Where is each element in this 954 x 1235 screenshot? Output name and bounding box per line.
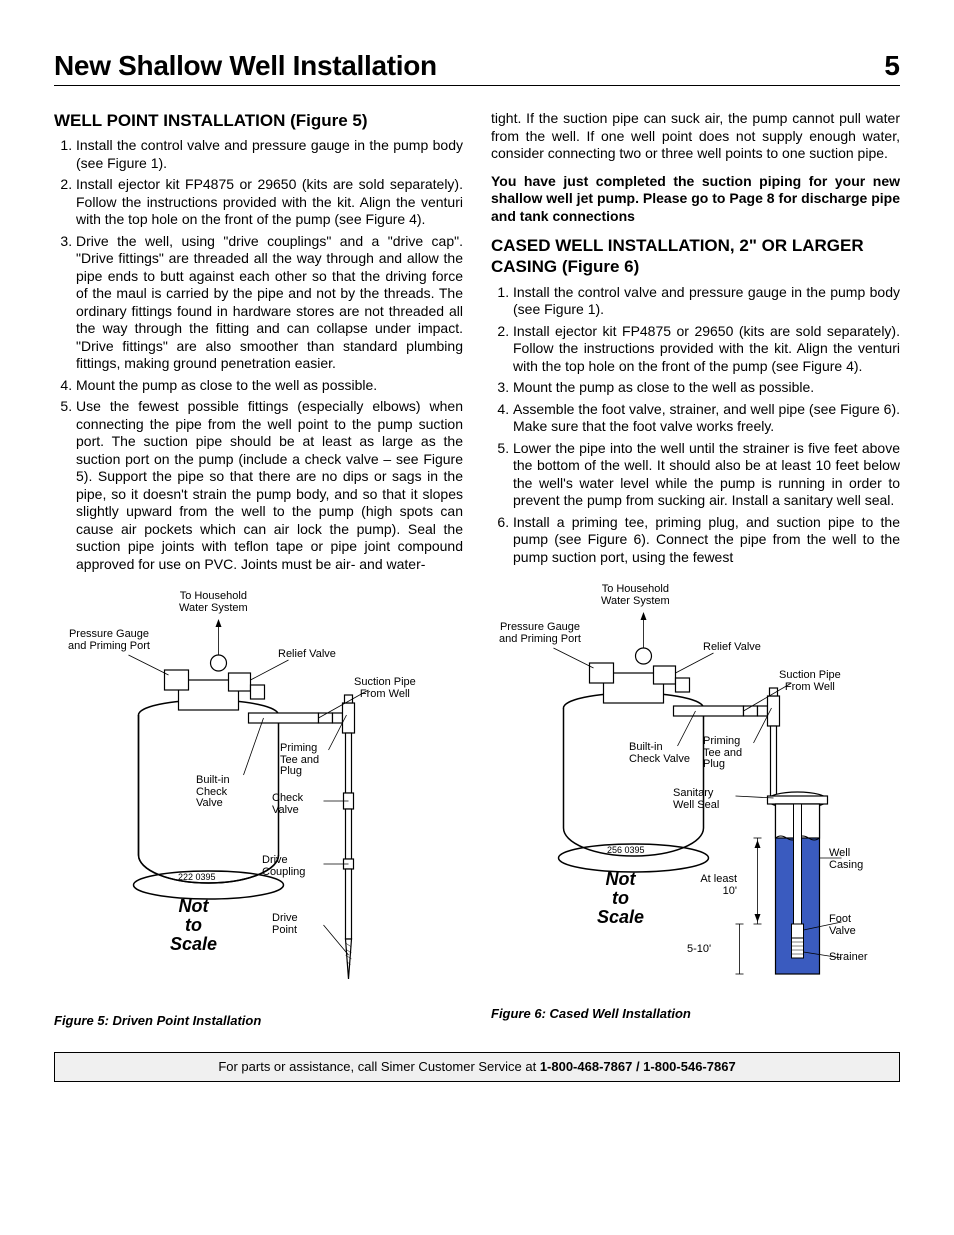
label-household: To HouseholdWater System (179, 591, 248, 614)
list-item: Use the fewest possible fittings (especi… (76, 398, 463, 573)
content-columns: WELL POINT INSTALLATION (Figure 5) Insta… (54, 110, 900, 1030)
list-item: Install ejector kit FP4875 or 29650 (kit… (513, 323, 900, 376)
right-column: tight. If the suction pipe can suck air,… (491, 110, 900, 1030)
completion-note: You have just completed the suction pipi… (491, 173, 900, 226)
label-household: To HouseholdWater System (601, 584, 670, 607)
label-builtin: Built-inCheckValve (196, 775, 230, 810)
list-item: Install a priming tee, priming plug, and… (513, 514, 900, 567)
label-gauge: Pressure Gaugeand Priming Port (485, 622, 595, 645)
list-item: Lower the pipe into the well until the s… (513, 440, 900, 510)
list-item: Install the control valve and pressure g… (513, 284, 900, 319)
label-sanitary: SanitaryWell Seal (673, 788, 719, 811)
list-item: Install ejector kit FP4875 or 29650 (kit… (76, 176, 463, 229)
continuation-text: tight. If the suction pipe can suck air,… (491, 110, 900, 163)
list-item: Install the control valve and pressure g… (76, 137, 463, 172)
page-title: New Shallow Well Installation (54, 48, 437, 83)
label-code: 222 0395 (178, 873, 216, 882)
label-coupling: DriveCoupling (262, 855, 305, 878)
left-column: WELL POINT INSTALLATION (Figure 5) Insta… (54, 110, 463, 1030)
footer-text: For parts or assistance, call Simer Cust… (218, 1059, 540, 1074)
list-item: Assemble the foot valve, strainer, and w… (513, 401, 900, 436)
label-casing: WellCasing (829, 848, 863, 871)
list-item: Mount the pump as close to the well as p… (76, 377, 463, 395)
figure-5: To HouseholdWater System Pressure Gaugea… (54, 585, 463, 1005)
well-point-steps: Install the control valve and pressure g… (54, 137, 463, 573)
label-gauge: Pressure Gaugeand Priming Port (54, 629, 164, 652)
label-priming: PrimingTee andPlug (703, 736, 742, 771)
label-suction: Suction PipeFrom Well (354, 677, 416, 700)
footer-phone: 1-800-468-7867 / 1-800-546-7867 (540, 1059, 736, 1074)
label-point: DrivePoint (272, 913, 298, 936)
label-range: 5-10' (687, 944, 711, 956)
label-priming: PrimingTee andPlug (280, 743, 319, 778)
section-heading-cased-well: CASED WELL INSTALLATION, 2" OR LARGER CA… (491, 235, 900, 278)
label-not-to-scale: NottoScale (597, 870, 644, 927)
label-relief: Relief Valve (278, 649, 336, 661)
page-header: New Shallow Well Installation 5 (54, 48, 900, 86)
label-foot: FootValve (829, 914, 856, 937)
cased-well-steps: Install the control valve and pressure g… (491, 284, 900, 567)
list-item: Drive the well, using "drive couplings" … (76, 233, 463, 373)
page-number: 5 (884, 48, 900, 83)
label-not-to-scale: NottoScale (170, 897, 217, 954)
list-item: Mount the pump as close to the well as p… (513, 379, 900, 397)
section-heading-well-point: WELL POINT INSTALLATION (Figure 5) (54, 110, 463, 131)
figure-6-caption: Figure 6: Cased Well Installation (491, 1006, 900, 1022)
figure-6: To HouseholdWater System Pressure Gaugea… (491, 578, 900, 998)
label-relief: Relief Valve (703, 642, 761, 654)
figure-5-caption: Figure 5: Driven Point Installation (54, 1013, 463, 1029)
label-check: CheckValve (272, 793, 303, 816)
label-builtin: Built-inCheck Valve (629, 742, 690, 765)
footer-bar: For parts or assistance, call Simer Cust… (54, 1052, 900, 1082)
label-atleast: At least10' (697, 874, 737, 897)
label-code: 256 0395 (607, 846, 645, 855)
label-strainer: Strainer (829, 952, 868, 964)
label-suction: Suction PipeFrom Well (779, 670, 841, 693)
